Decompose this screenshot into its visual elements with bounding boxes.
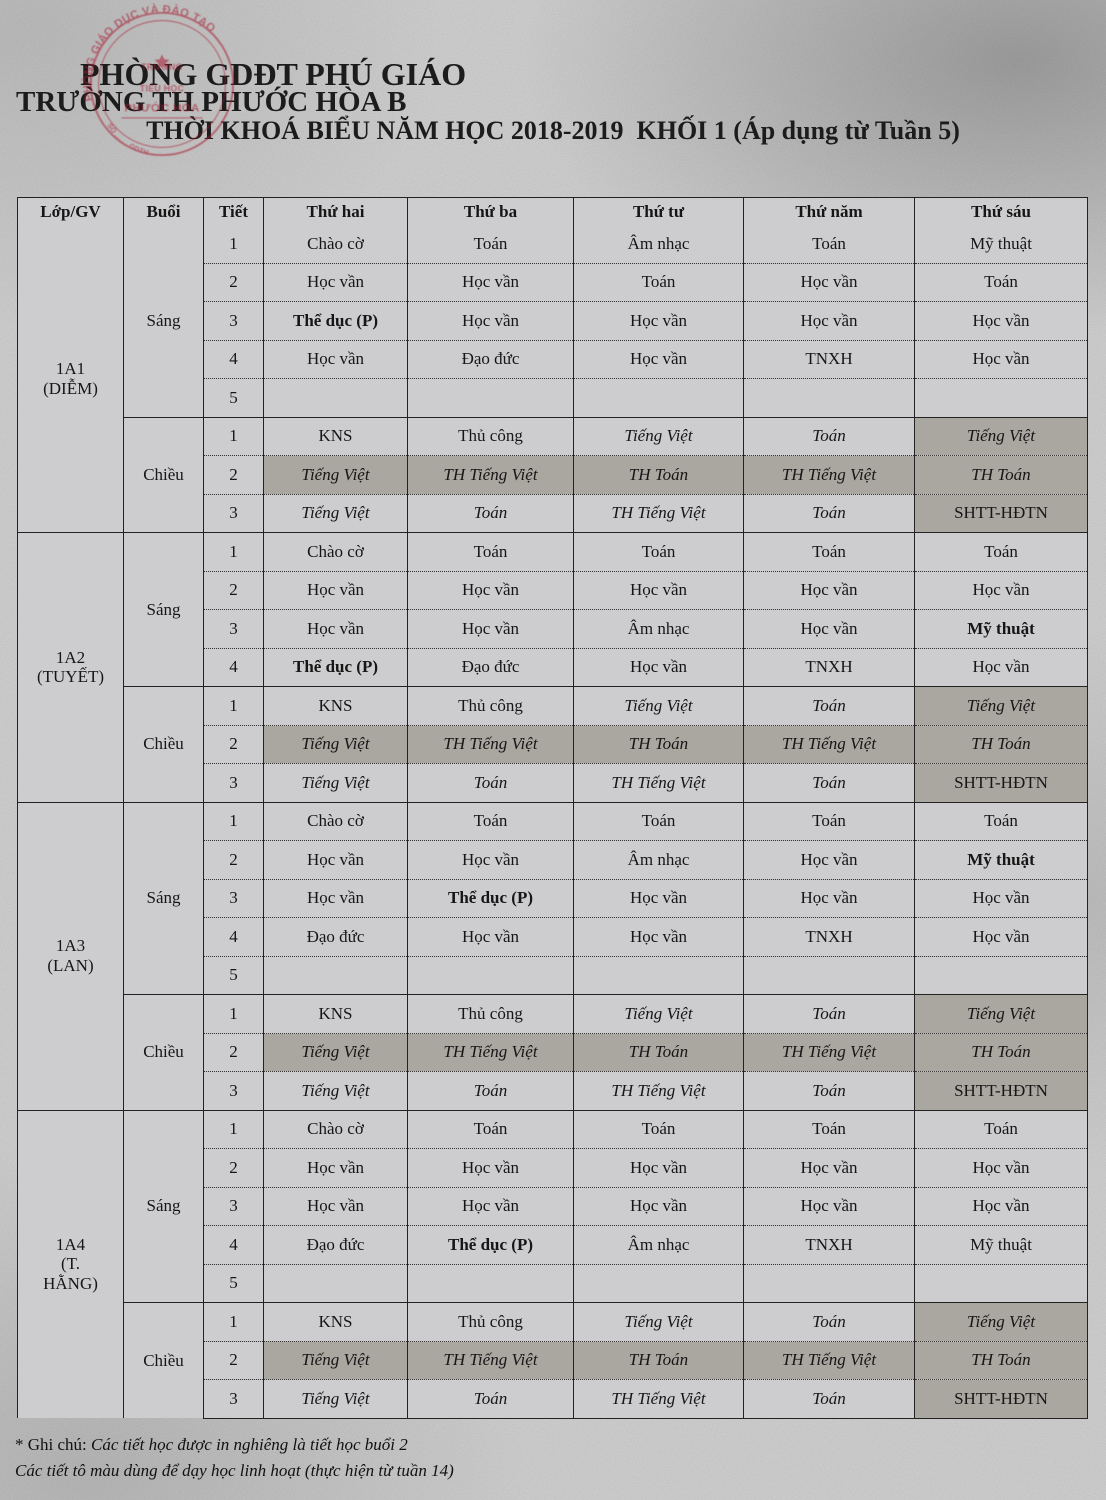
svg-text:TIỂU HỌC: TIỂU HỌC bbox=[140, 83, 185, 94]
svg-text:PHƯỚC HÒA: PHƯỚC HÒA bbox=[124, 101, 199, 114]
svg-text:SỐ ....... GDTH: SỐ ....... GDTH bbox=[105, 121, 150, 157]
